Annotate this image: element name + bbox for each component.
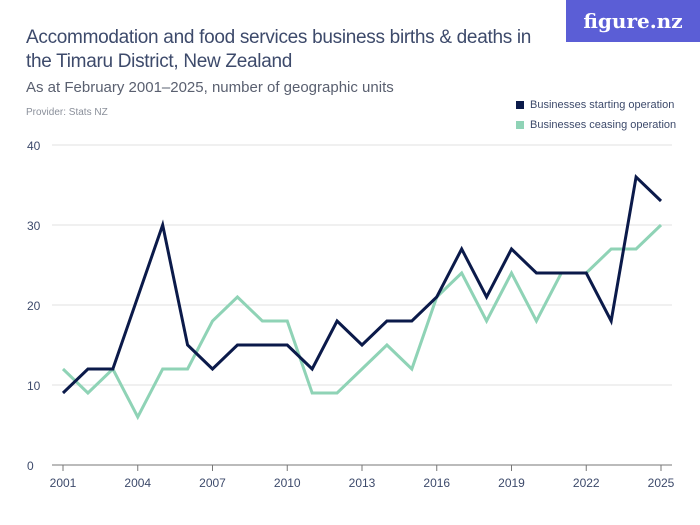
y-tick-label: 0 [27, 459, 34, 473]
chart-title: Accommodation and food services business… [26, 27, 532, 72]
legend-item-starting: Businesses starting operation [516, 95, 676, 115]
x-tick-label: 2010 [274, 476, 301, 490]
x-tick-label: 2019 [498, 476, 525, 490]
x-tick-label: 2022 [573, 476, 600, 490]
legend-label-ceasing: Businesses ceasing operation [530, 119, 677, 131]
y-tick-label: 10 [27, 379, 41, 393]
series-line-starting [61, 173, 663, 395]
x-tick-label: 2025 [648, 476, 675, 490]
x-tick-label: 2013 [349, 476, 376, 490]
legend: Businesses starting operation Businesses… [516, 95, 676, 135]
y-tick-label: 40 [27, 139, 41, 153]
y-tick-label: 20 [27, 299, 41, 313]
x-tick-label: 2007 [199, 476, 226, 490]
legend-label-starting: Businesses starting operation [530, 99, 675, 111]
chart-subtitle: As at February 2001–2025, number of geog… [26, 79, 394, 96]
x-tick-label: 2016 [423, 476, 450, 490]
legend-swatch-starting [516, 101, 524, 109]
legend-swatch-ceasing [516, 121, 524, 129]
legend-item-ceasing: Businesses ceasing operation [516, 115, 676, 135]
y-tick-label: 30 [27, 219, 41, 233]
figure-nz-logo[interactable]: figure.nz [566, 0, 700, 42]
x-tick-label: 2001 [50, 476, 77, 490]
provider-text: Provider: Stats NZ [26, 107, 108, 118]
x-tick-label: 2004 [124, 476, 151, 490]
